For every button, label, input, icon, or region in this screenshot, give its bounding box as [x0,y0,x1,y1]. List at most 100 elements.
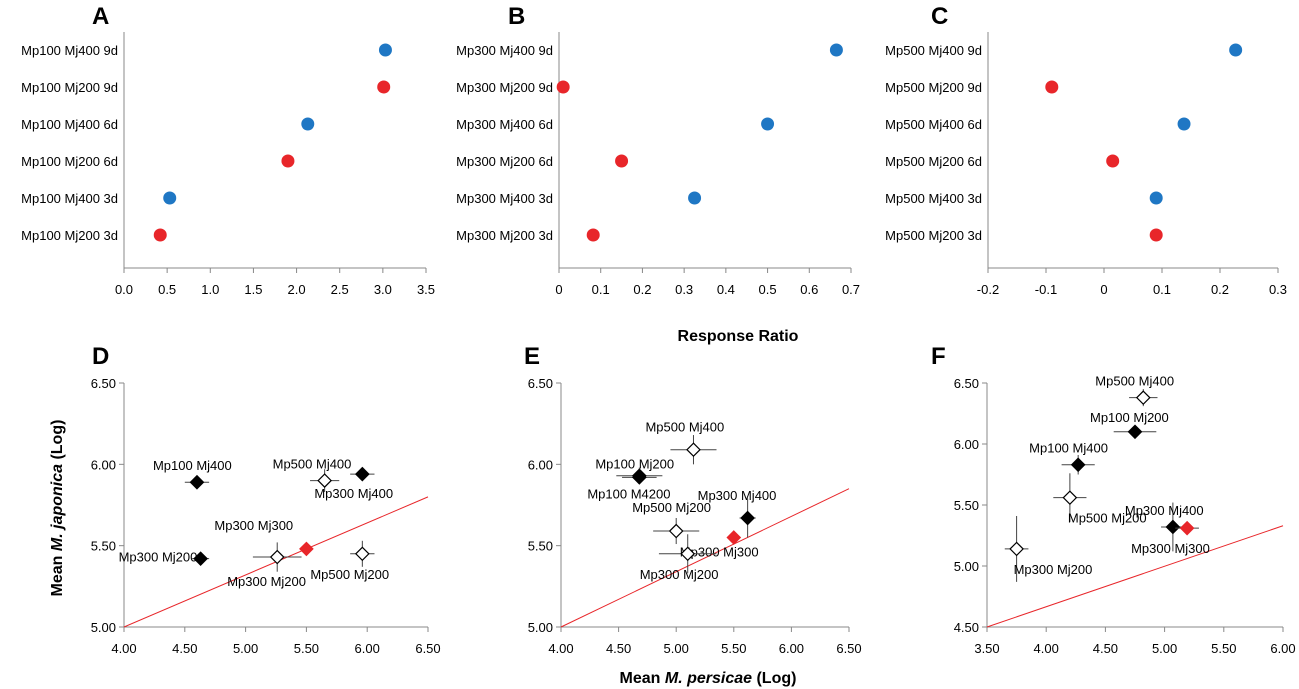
x-tick-label: 5.00 [664,641,689,656]
data-point [1149,228,1163,242]
point-label: Mp300 Mj200 [1014,562,1093,577]
point-label: Mp500 Mj400 [1095,374,1174,389]
category-label: Mp500 Mj400 3d [885,191,982,206]
x-tick-label: 6.50 [415,641,440,656]
data-point-diamond [680,546,696,562]
y-axis-title-suffix: (Log) [49,420,66,464]
chart-panel-a: 0.0 0.5 1.0 1.5 2.0 2.5 3.0 3.5 Mp100 Mj400 9d Mp… [21,32,435,297]
point-label: Mp500 Mj200 [632,500,711,515]
chart-panel-b: 0 0.1 0.2 0.3 0.4 0.5 0.6 0.7 Mp300 Mj400 9d Mp30… [456,32,860,297]
x-tick-label: 1.5 [244,282,262,297]
x-axis-title-suffix: (Log) [752,670,796,687]
x-tick-label: 0 [555,282,562,297]
category-label: Mp300 Mj200 6d [456,154,553,169]
category-label: Mp100 Mj200 3d [21,228,118,243]
category-label: Mp300 Mj200 3d [456,228,553,243]
data-point [153,228,167,242]
x-tick-label: 6.00 [779,641,804,656]
point-label: Mp100 Mj400 [153,458,232,473]
data-point-diamond [1009,541,1024,557]
data-point-diamond [189,474,205,490]
y-tick-label: 6.50 [954,376,979,391]
x-tick-label: 4.50 [606,641,631,656]
x-tick-label: 0 [1100,282,1107,297]
reference-line [560,488,850,628]
data-point-diamond [299,541,314,557]
category-label: Mp500 Mj200 6d [885,154,982,169]
data-point-diamond [354,546,370,562]
category-label: Mp100 Mj400 3d [21,191,118,206]
point-label: Mp300 Mj200 [227,574,306,589]
data-point-diamond [631,469,647,485]
data-point [829,43,843,57]
data-point [761,117,775,131]
data-point-diamond [1165,519,1181,535]
y-axis-title-species: M. japonica [49,464,66,551]
x-tick-label: 1.0 [201,282,219,297]
chart-panel-c: -0.2 -0.1 0 0.1 0.2 0.3 Mp500 Mj400 9d Mp500 Mj… [885,32,1287,297]
point-label: Mp100 Mj400 [1029,441,1108,456]
data-point [281,154,295,168]
data-point-diamond [686,442,701,458]
point-label: Mp300 Mj300 [214,518,293,533]
data-point [1177,117,1191,131]
y-tick-label: 6.50 [91,376,116,391]
point-label: Mp300 Mj200 [119,550,198,565]
x-tick-label: 0.7 [842,282,860,297]
x-tick-label: 4.50 [1093,641,1118,656]
data-point [586,228,600,242]
point-label: Mp100 Mj200 [595,457,674,472]
y-tick-label: 4.50 [954,620,979,635]
data-point-diamond [317,473,332,488]
x-tick-label: 0.5 [759,282,777,297]
category-label: Mp300 Mj200 9d [456,80,553,95]
y-axis-title-prefix: Mean [49,551,66,596]
point-label: Mp100 M4200 [587,486,670,501]
x-tick-label: -0.1 [1035,282,1057,297]
x-tick-label: 2.0 [288,282,306,297]
x-tick-label: 5.50 [721,641,746,656]
data-point [378,43,392,57]
x-tick-label: 0.2 [1211,282,1229,297]
data-point-diamond [668,523,684,539]
x-tick-label: 5.50 [294,641,319,656]
x-axis-title-species: M. persicae [665,670,752,687]
charts: 0.0 0.5 1.0 1.5 2.0 2.5 3.0 3.5 Mp100 Mj400 9d Mp… [21,32,1296,656]
category-label: Mp500 Mj400 9d [885,43,982,58]
data-point-diamond [269,549,285,565]
x-tick-label: 4.50 [172,641,197,656]
x-tick-label: 6.00 [355,641,380,656]
data-point-diamond [1179,520,1195,536]
data-point-diamond [1070,457,1086,473]
x-tick-label: 3.5 [417,282,435,297]
panel-letter-a: A [92,3,109,30]
panel-letter-f: F [931,343,946,370]
point-label: Mp500 Mj400 [645,420,724,435]
x-tick-label: 0.1 [592,282,610,297]
x-tick-label: 5.00 [1152,641,1177,656]
data-point-diamond [354,466,370,482]
y-axis-title-bottom: Mean M. japonica (Log) [49,420,66,597]
y-tick-label: 6.50 [528,376,553,391]
data-point-diamond [726,530,742,545]
point-label: Mp100 Mj200 [1090,410,1169,425]
x-tick-label: -0.2 [977,282,999,297]
y-tick-label: 5.00 [954,559,979,574]
x-axis-title-bottom: Mean M. persicae (Log) [620,670,797,687]
x-tick-label: 4.00 [548,641,573,656]
data-point-diamond [1135,390,1151,405]
category-label: Mp300 Mj400 6d [456,117,553,132]
point-label: Mp300 Mj400 [314,486,393,501]
point-label: Mp500 Mj400 [273,457,352,472]
response-ratio-title: Response Ratio [678,328,799,345]
x-tick-label: 3.50 [974,641,999,656]
category-label: Mp500 Mj200 3d [885,228,982,243]
x-tick-label: 6.00 [1270,641,1295,656]
point-label: Mp300 Mj200 [640,567,719,582]
x-tick-label: 0.0 [115,282,133,297]
x-tick-label: 0.5 [158,282,176,297]
category-label: Mp300 Mj400 9d [456,43,553,58]
point-label: Mp500 Mj200 [310,567,389,582]
y-tick-label: 5.00 [91,620,116,635]
